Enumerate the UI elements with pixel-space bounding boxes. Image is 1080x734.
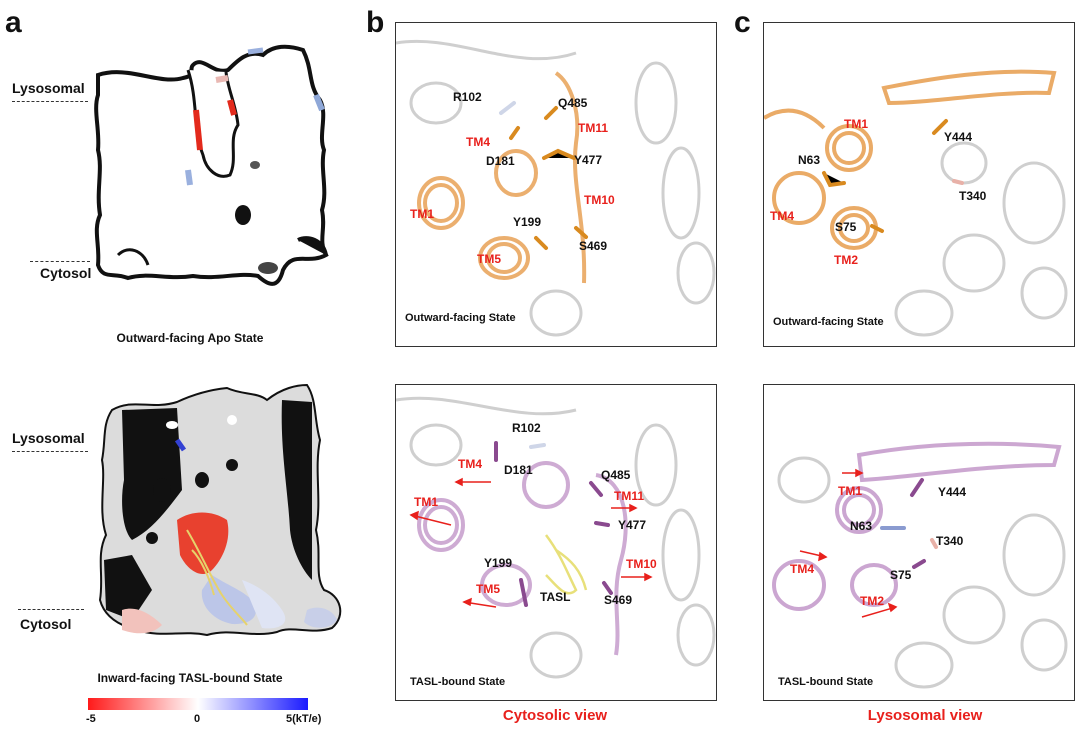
helix-label-tm4: TM4 — [458, 457, 482, 471]
helix-label-tm4: TM4 — [466, 135, 490, 149]
panel-letter-b: b — [366, 6, 385, 39]
helix-label-tm10: TM10 — [626, 557, 657, 571]
helix-label-tm4: TM4 — [770, 209, 794, 223]
residue-label-y477: Y477 — [574, 153, 603, 167]
helix-label-tm10: TM10 — [584, 193, 615, 207]
residue-label-t340: T340 — [936, 534, 964, 548]
residue-label-y199: Y199 — [513, 215, 542, 229]
panel-c-bottom-state-label: TASL-bound State — [778, 676, 874, 688]
tasl-bound-surface-slice — [92, 380, 350, 650]
panel-letter-a: a — [5, 6, 22, 39]
lysosomal-dash-bottom — [12, 451, 88, 452]
helix-label-tm2: TM2 — [860, 594, 884, 608]
colorbar-max-label: 5(kT/e) — [286, 713, 322, 725]
panel-b-top-state-label: Outward-facing State — [405, 312, 516, 324]
residue-label-d181: D181 — [486, 154, 515, 168]
lysosomal-label-top: Lysosomal — [12, 80, 85, 96]
residue-label-n63: N63 — [798, 153, 821, 167]
helix-label-tm2: TM2 — [834, 253, 858, 267]
panel-c-bottom-structure — [772, 441, 1068, 689]
electrostatic-colorbar — [88, 698, 308, 710]
helix-label-tm1: TM1 — [410, 207, 434, 221]
cytosol-label-top: Cytosol — [40, 265, 92, 281]
residue-label-y477: Y477 — [618, 518, 647, 532]
residue-label-q485: Q485 — [558, 96, 588, 110]
residue-label-d181: D181 — [504, 463, 533, 477]
helix-label-tm1: TM1 — [414, 495, 438, 509]
panel-c-bottom-frame: Y444 N63 T340 S75 TM1 TM4 TM2 TASL-bound… — [763, 384, 1075, 701]
residue-label-y199: Y199 — [484, 556, 513, 570]
helix-label-tm5: TM5 — [477, 252, 501, 266]
apo-state-surface-slice — [88, 40, 348, 300]
panel-b-bottom-frame: R102 D181 Q485 Y477 Y199 S469 TM4 TM11 T… — [395, 384, 717, 701]
panel-b-top-structure — [396, 39, 716, 337]
panel-letter-c: c — [734, 6, 751, 39]
residue-label-s469: S469 — [604, 593, 633, 607]
residue-label-s75: S75 — [890, 568, 912, 582]
cytosol-label-bottom: Cytosol — [20, 616, 72, 632]
helix-label-tm4: TM4 — [790, 562, 814, 576]
panel-c-top-state-label: Outward-facing State — [773, 316, 884, 328]
panel-c-top-structure — [764, 69, 1068, 337]
tasl-bound-caption: Inward-facing TASL-bound State — [97, 671, 283, 685]
residue-label-s469: S469 — [579, 239, 608, 253]
residue-label-n63: N63 — [850, 519, 873, 533]
lysosomal-label-bottom: Lysosomal — [12, 430, 85, 446]
helix-label-tm1: TM1 — [844, 117, 868, 131]
panel-b-bottom-structure — [396, 396, 716, 679]
apo-state-caption: Outward-facing Apo State — [116, 331, 264, 345]
lysosomal-view-label: Lysosomal view — [867, 707, 983, 724]
residue-label-r102: R102 — [512, 421, 541, 435]
residue-label-t340: T340 — [959, 189, 987, 203]
helix-label-tm11: TM11 — [614, 489, 645, 503]
helix-label-tm5: TM5 — [476, 582, 500, 596]
residue-label-q485: Q485 — [601, 468, 631, 482]
cytosol-dash-top — [30, 261, 90, 262]
lysosomal-dash-top — [12, 101, 88, 102]
residue-label-r102: R102 — [453, 90, 482, 104]
colorbar-mid-label: 0 — [194, 713, 201, 725]
residue-label-y444: Y444 — [944, 130, 973, 144]
residue-label-y444: Y444 — [938, 485, 967, 499]
panel-b-bottom-state-label: TASL-bound State — [410, 676, 506, 688]
panel-c-top-frame: Y444 N63 T340 S75 TM1 TM4 TM2 Outward-fa… — [763, 22, 1075, 347]
panel-b-top-frame: R102 Q485 D181 Y477 Y199 S469 TM11 TM4 T… — [395, 22, 717, 347]
cytosol-dash-bottom — [18, 609, 84, 610]
ligand-label-tasl: TASL — [540, 590, 571, 604]
residue-label-s75: S75 — [835, 220, 857, 234]
helix-label-tm1: TM1 — [838, 484, 862, 498]
colorbar-min-label: -5 — [86, 713, 96, 725]
helix-label-tm11: TM11 — [578, 121, 609, 135]
cytosolic-view-label: Cytosolic view — [502, 707, 608, 724]
